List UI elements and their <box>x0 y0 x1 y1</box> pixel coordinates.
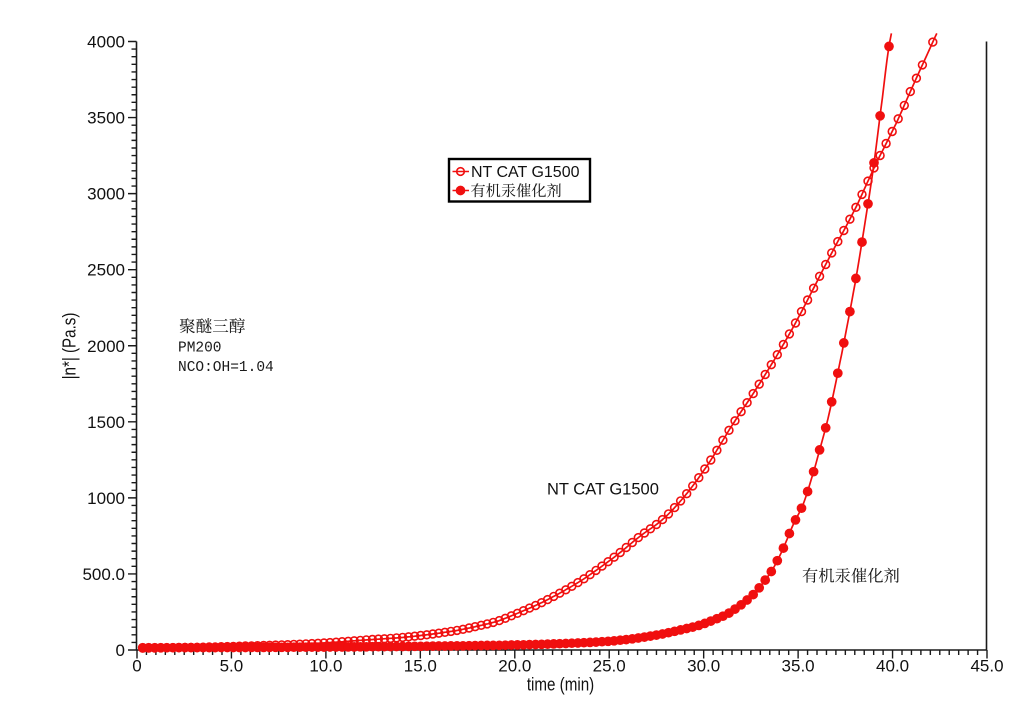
svg-text:45.0: 45.0 <box>970 657 1003 676</box>
svg-text:NT CAT G1500: NT CAT G1500 <box>547 481 659 499</box>
svg-text:0: 0 <box>116 641 125 660</box>
svg-text:4000: 4000 <box>87 33 125 52</box>
svg-text:1000: 1000 <box>87 489 125 508</box>
svg-text:2000: 2000 <box>87 337 125 356</box>
svg-text:40.0: 40.0 <box>876 657 909 676</box>
svg-text:35.0: 35.0 <box>782 657 815 676</box>
svg-text:25.0: 25.0 <box>593 657 626 676</box>
svg-text:NCO:OH=1.04: NCO:OH=1.04 <box>178 360 274 376</box>
svg-text:PM200: PM200 <box>178 341 222 357</box>
svg-text:NT CAT G1500: NT CAT G1500 <box>471 164 580 181</box>
svg-text:5.0: 5.0 <box>220 657 244 676</box>
svg-text:500.0: 500.0 <box>82 565 125 584</box>
svg-text:1500: 1500 <box>87 413 125 432</box>
svg-text:10.0: 10.0 <box>309 657 342 676</box>
svg-text:3000: 3000 <box>87 185 125 204</box>
svg-text:|n*| (Pa.s): |n*| (Pa.s) <box>59 313 80 380</box>
svg-text:time (min): time (min) <box>527 674 594 695</box>
svg-text:0: 0 <box>132 657 141 676</box>
svg-text:2500: 2500 <box>87 261 125 280</box>
svg-text:20.0: 20.0 <box>498 657 531 676</box>
svg-text:3500: 3500 <box>87 109 125 128</box>
svg-text:15.0: 15.0 <box>404 657 437 676</box>
svg-text:30.0: 30.0 <box>687 657 720 676</box>
